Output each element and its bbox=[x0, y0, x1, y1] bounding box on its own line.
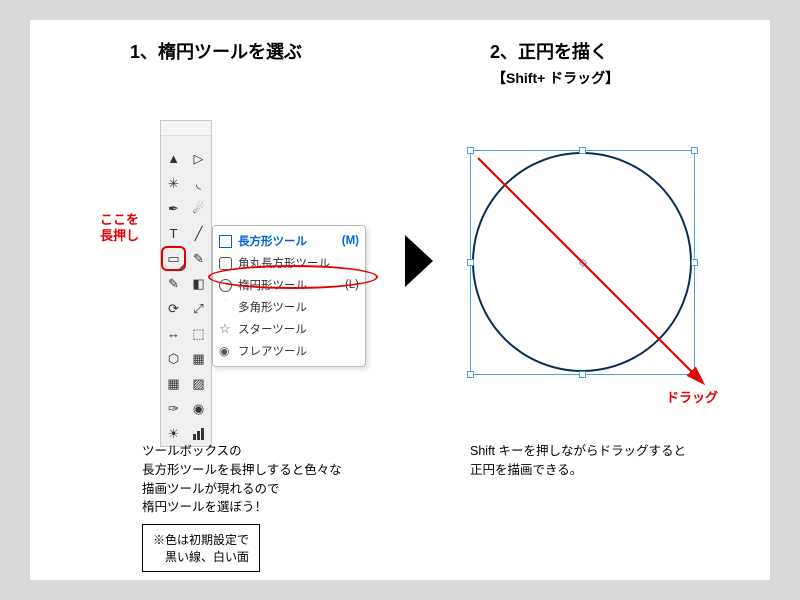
step2-title: 2、正円を描く bbox=[490, 38, 608, 64]
tool-eyedrop[interactable]: ✑ bbox=[161, 396, 186, 421]
step1-title: 1、楕円ツールを選ぶ bbox=[130, 38, 302, 64]
fly-ellipse[interactable]: 楕円形ツール (L) bbox=[213, 274, 365, 296]
tool-select[interactable]: ▲ bbox=[161, 146, 186, 171]
tool-blend[interactable]: ◉ bbox=[186, 396, 211, 421]
drag-label: ドラッグ bbox=[666, 390, 718, 406]
tool-pen[interactable]: ✒ bbox=[161, 196, 186, 221]
tool-type[interactable]: T bbox=[161, 221, 186, 246]
tool-wand[interactable]: ✳ bbox=[161, 171, 186, 196]
fly-roundrect[interactable]: 角丸長方形ツール bbox=[213, 252, 365, 274]
shape-flyout: 長方形ツール (M) 角丸長方形ツール 楕円形ツール (L) 多角形ツール ☆ … bbox=[212, 225, 366, 367]
tool-rectangle[interactable]: ▭ bbox=[161, 246, 186, 271]
tool-width[interactable]: ↔ bbox=[161, 321, 186, 346]
fly-star[interactable]: ☆ スターツール bbox=[213, 318, 365, 340]
step2-caption: Shift キーを押しながらドラッグすると 正円を描画できる。 bbox=[470, 442, 686, 480]
longpress-hint: ここを 長押し bbox=[100, 212, 139, 243]
color-note: ※色は初期設定で 黒い線、白い面 bbox=[142, 524, 260, 572]
tool-eraser[interactable]: ◧ bbox=[186, 271, 211, 296]
tool-lasso[interactable]: ◟ bbox=[186, 171, 211, 196]
tool-gradient[interactable]: ▨ bbox=[186, 371, 211, 396]
tool-directselect[interactable]: ▷ bbox=[186, 146, 211, 171]
toolbox: ▲ ▷ ✳ ◟ ✒ ☄ T ╱ ▭ ✎ ✎ ◧ ⟳ ⤢ ↔ ⬚ ⬡ ▦ ▦ ▨ … bbox=[160, 120, 212, 447]
tool-scale[interactable]: ⤢ bbox=[186, 296, 211, 321]
selection-bbox bbox=[470, 150, 695, 375]
step1-caption: ツールボックスの 長方形ツールを長押しすると色々な 描画ツールが現れるので 楕円… bbox=[142, 442, 342, 517]
step-arrow-icon bbox=[405, 235, 433, 287]
tool-perspective[interactable]: ▦ bbox=[186, 346, 211, 371]
tool-free[interactable]: ⬚ bbox=[186, 321, 211, 346]
page: 1、楕円ツールを選ぶ ここを 長押し ▲ ▷ ✳ ◟ ✒ ☄ T ╱ ▭ ✎ ✎… bbox=[30, 20, 770, 580]
tool-rotate[interactable]: ⟳ bbox=[161, 296, 186, 321]
tool-shapebuilder[interactable]: ⬡ bbox=[161, 346, 186, 371]
tool-line[interactable]: ╱ bbox=[186, 221, 211, 246]
tool-brush[interactable]: ✎ bbox=[186, 246, 211, 271]
fly-flare[interactable]: ◉ フレアツール bbox=[213, 340, 365, 362]
tool-mesh[interactable]: ▦ bbox=[161, 371, 186, 396]
fly-rect[interactable]: 長方形ツール (M) bbox=[213, 230, 365, 252]
tool-curve[interactable]: ☄ bbox=[186, 196, 211, 221]
fly-polygon[interactable]: 多角形ツール bbox=[213, 296, 365, 318]
tool-shaper[interactable]: ✎ bbox=[161, 271, 186, 296]
step2-subtitle: 【Shift+ ドラッグ】 bbox=[492, 68, 619, 88]
